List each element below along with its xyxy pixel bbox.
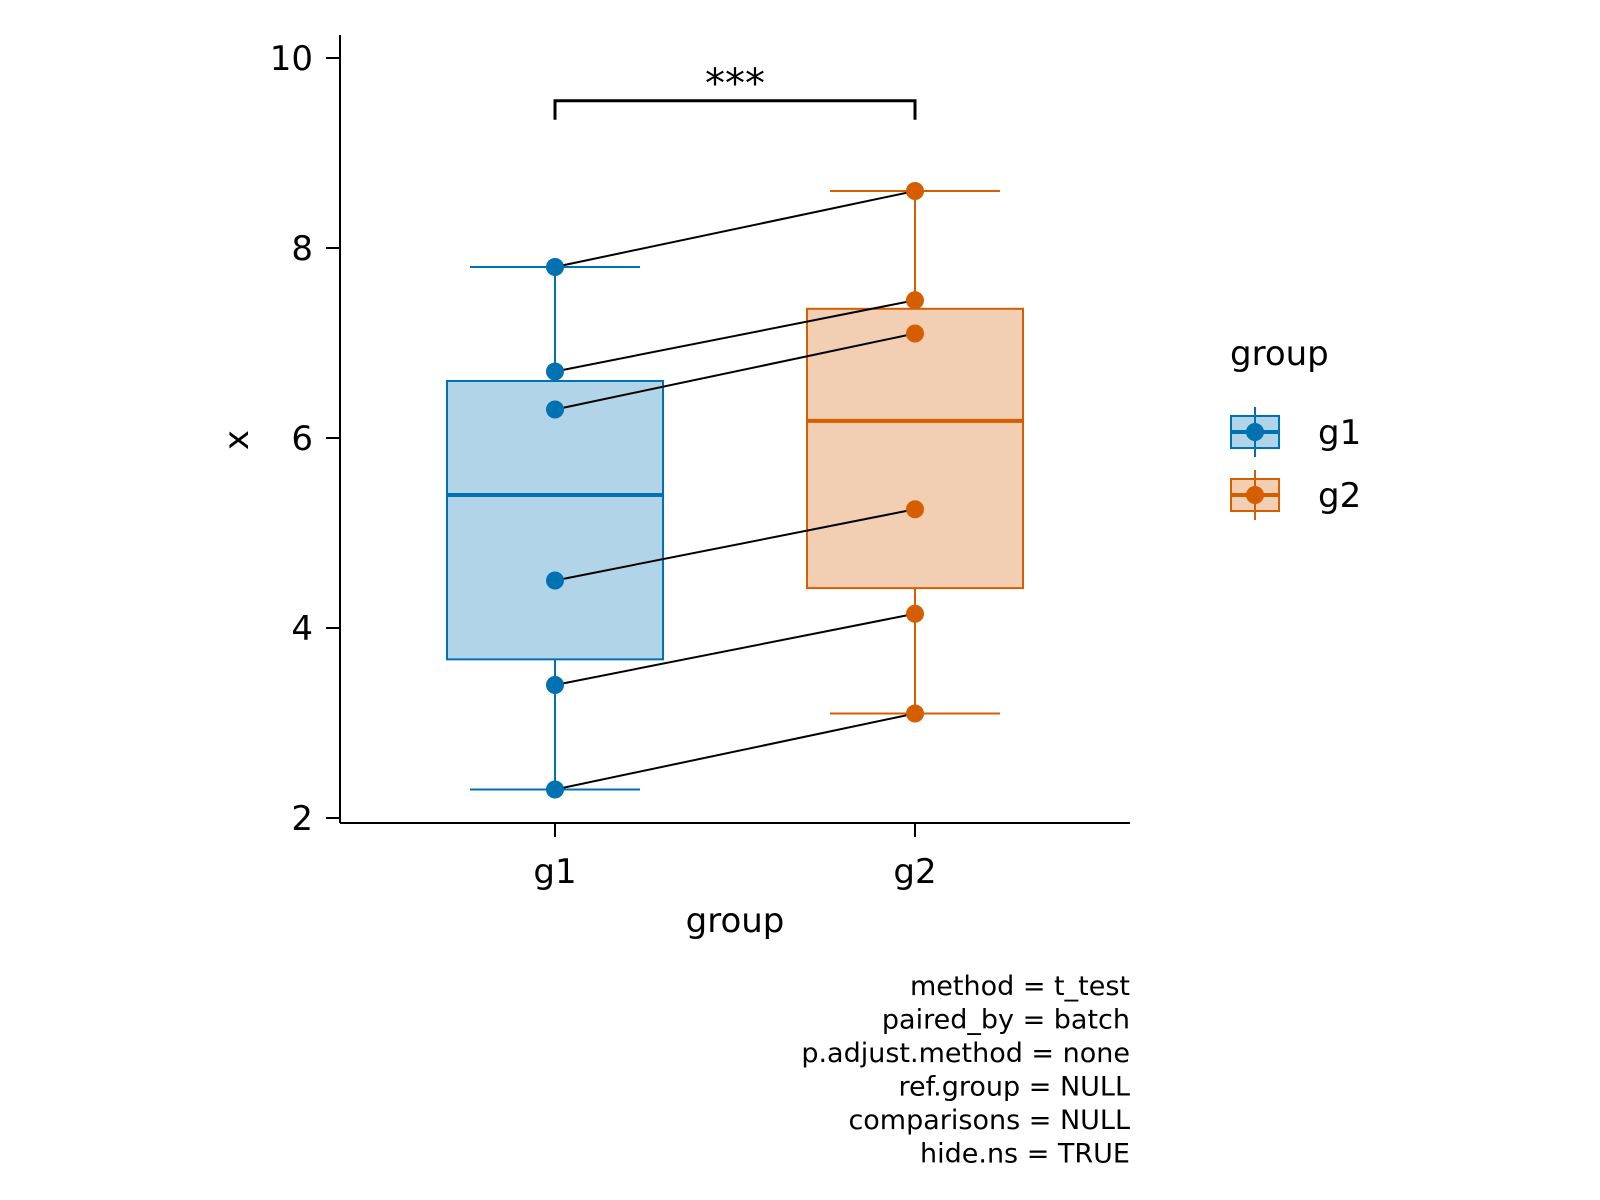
caption-line: method = t_test xyxy=(910,971,1130,1002)
y-tick-label: 4 xyxy=(291,609,313,649)
caption-line: ref.group = NULL xyxy=(899,1072,1131,1103)
point-g1 xyxy=(546,400,564,419)
legend-label-g1: g1 xyxy=(1318,413,1361,453)
point-g2 xyxy=(906,500,924,519)
boxes-layer xyxy=(446,190,1024,791)
significance-bracket-line xyxy=(553,99,917,120)
legend: group g1 g2 xyxy=(1230,334,1361,520)
pair-line xyxy=(554,712,916,791)
points-layer xyxy=(546,182,924,799)
caption-line: hide.ns = TRUE xyxy=(920,1139,1130,1170)
y-axis-title: x xyxy=(217,430,257,450)
y-tick-label: 2 xyxy=(291,799,313,839)
pair-line xyxy=(554,299,916,373)
point-g2 xyxy=(906,604,924,623)
point-g1 xyxy=(546,571,564,590)
significance-label: *** xyxy=(705,61,765,107)
x-tick-label: g2 xyxy=(893,852,936,892)
point-g1 xyxy=(546,362,564,381)
pair-line xyxy=(554,332,916,411)
box-g1 xyxy=(446,380,664,661)
legend-label-g2: g2 xyxy=(1318,476,1361,516)
point-g1 xyxy=(546,780,564,799)
point-g2 xyxy=(906,324,924,343)
pair-line xyxy=(554,508,916,582)
point-g1 xyxy=(546,258,564,276)
y-tick-label: 10 xyxy=(270,39,313,79)
point-g2 xyxy=(906,182,924,200)
caption-line: p.adjust.method = none xyxy=(801,1038,1130,1069)
paired-lines-layer xyxy=(554,190,916,791)
pair-line xyxy=(554,612,916,686)
y-tick-label: 6 xyxy=(291,419,313,459)
x-axis-title: group xyxy=(686,901,785,941)
legend-key-point xyxy=(1246,423,1264,441)
point-g1 xyxy=(546,676,564,694)
caption-line: comparisons = NULL xyxy=(848,1105,1130,1136)
significance-bracket: *** xyxy=(553,61,917,120)
x-tick-label: g1 xyxy=(533,852,576,892)
point-g2 xyxy=(906,291,924,310)
legend-title: group xyxy=(1230,334,1329,374)
y-tick-label: 8 xyxy=(291,229,313,269)
legend-key-point xyxy=(1246,486,1264,504)
pair-line xyxy=(554,190,916,268)
caption-line: paired_by = batch xyxy=(882,1005,1130,1036)
point-g2 xyxy=(906,704,924,723)
box-g2 xyxy=(806,307,1024,590)
axes-layer: 2 4 6 8 10 g1 g2 xyxy=(270,35,1130,892)
